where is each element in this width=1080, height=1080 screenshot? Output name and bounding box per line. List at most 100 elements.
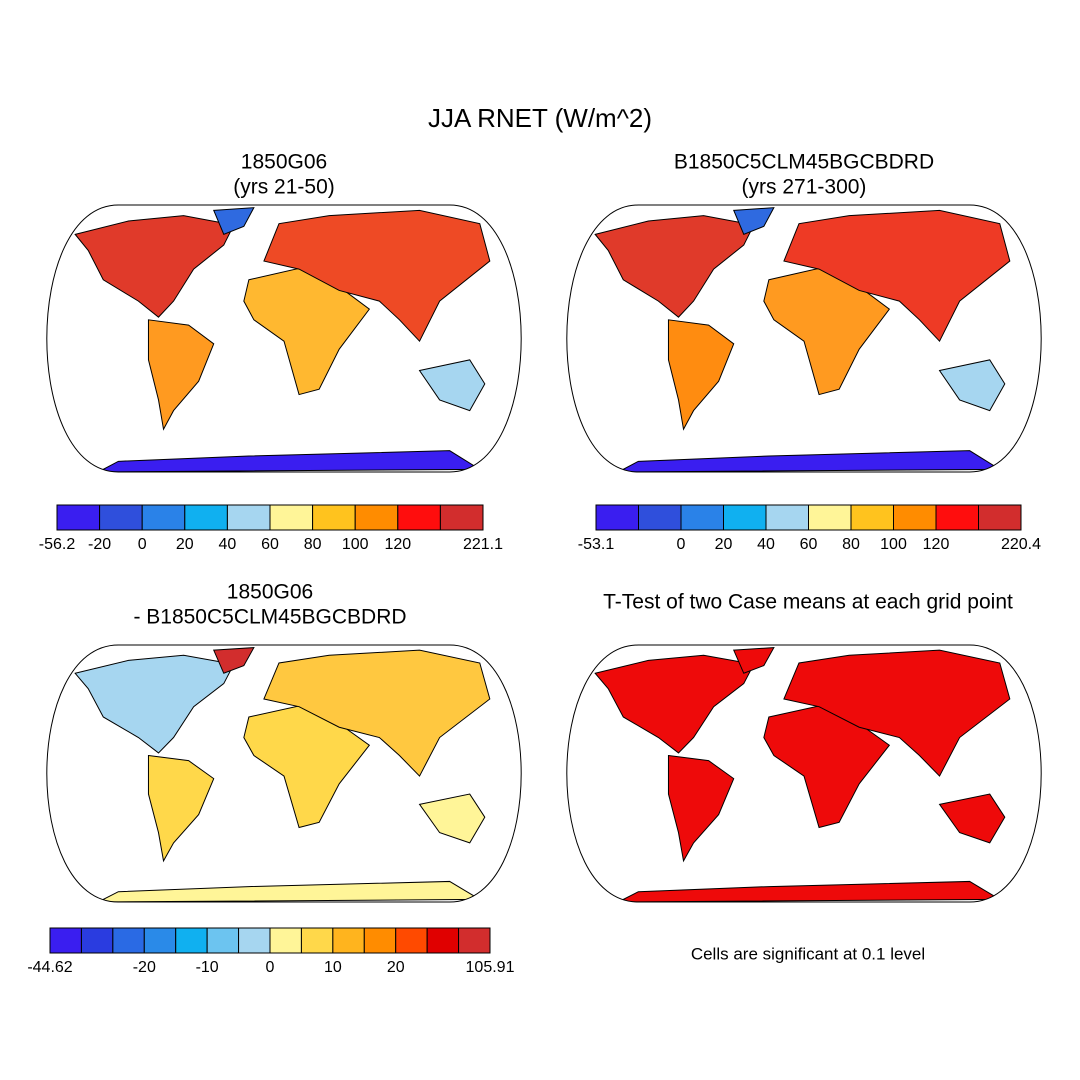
panel: B1850C5CLM45BGCBDRD(yrs 271-300) -53.1 0 20… bbox=[566, 151, 1042, 553]
panel-title: T-Test of two Case means at each grid po… bbox=[603, 591, 1013, 614]
land-eu bbox=[263, 649, 491, 777]
panel-note: Cells are significant at 0.1 level bbox=[691, 944, 925, 963]
land-au bbox=[418, 793, 486, 844]
land-na bbox=[74, 215, 235, 318]
colorbar-label: 10 bbox=[324, 959, 342, 976]
panel-title: 1850G06 bbox=[227, 581, 313, 604]
colorbar-box bbox=[312, 504, 356, 531]
colorbar-label: 80 bbox=[304, 536, 322, 553]
land-sa bbox=[667, 754, 735, 863]
colorbar-label: 120 bbox=[384, 536, 411, 553]
colorbar-box bbox=[332, 927, 365, 954]
colorbar-label: 40 bbox=[219, 536, 237, 553]
panel: 1850G06- B1850C5CLM45BGCBDRD -44.62 -20 -10… bbox=[27, 581, 522, 976]
colorbar-box bbox=[978, 504, 1022, 531]
panel-title: 1850G06 bbox=[241, 151, 327, 174]
colorbar-box bbox=[300, 927, 334, 954]
colorbar-box bbox=[363, 927, 397, 954]
land-sa bbox=[147, 319, 215, 431]
land-na bbox=[74, 654, 235, 754]
colorbar-label: 0 bbox=[266, 959, 275, 976]
land-eu bbox=[263, 209, 491, 343]
map bbox=[594, 207, 1011, 472]
colorbar-label: -56.2 bbox=[39, 536, 76, 553]
land-sa bbox=[667, 319, 735, 431]
colorbar-box bbox=[226, 504, 271, 531]
land-an bbox=[98, 450, 482, 472]
colorbar-box bbox=[397, 504, 441, 531]
colorbar-box bbox=[49, 927, 82, 954]
land-gl bbox=[212, 207, 255, 236]
colorbar-label: -20 bbox=[133, 959, 156, 976]
colorbar-box bbox=[184, 504, 228, 531]
colorbar-label: 20 bbox=[176, 536, 194, 553]
panel-title: - B1850C5CLM45BGCBDRD bbox=[133, 606, 406, 629]
colorbar-box bbox=[595, 504, 639, 531]
land-na bbox=[594, 654, 755, 754]
map-outline bbox=[46, 644, 522, 903]
colorbar-box bbox=[141, 504, 186, 531]
land-au bbox=[938, 793, 1006, 844]
colorbar-box bbox=[935, 504, 979, 531]
colorbar-box bbox=[395, 927, 428, 954]
land-eu bbox=[783, 209, 1011, 343]
land-gl bbox=[732, 647, 775, 674]
colorbar-label: 0 bbox=[677, 536, 686, 553]
colorbar-box bbox=[808, 504, 852, 531]
colorbar-label: 100 bbox=[342, 536, 369, 553]
panel: T-Test of two Case means at each grid po… bbox=[566, 591, 1042, 963]
colorbar-label: 0 bbox=[138, 536, 147, 553]
land-sa bbox=[147, 754, 215, 863]
colorbar-box bbox=[680, 504, 724, 531]
colorbar-box bbox=[269, 504, 314, 531]
colorbar-box bbox=[426, 927, 460, 954]
colorbar-label: 220.4 bbox=[1001, 536, 1041, 553]
colorbar-label: -53.1 bbox=[578, 536, 615, 553]
land-an bbox=[618, 880, 1002, 902]
colorbar-box bbox=[354, 504, 399, 531]
panel-title: (yrs 271-300) bbox=[742, 176, 867, 199]
map-outline bbox=[566, 204, 1042, 473]
map-outline bbox=[566, 644, 1042, 903]
colorbar-label: -44.62 bbox=[27, 959, 72, 976]
colorbar-box bbox=[723, 504, 767, 531]
colorbar-box bbox=[439, 504, 484, 531]
land-au bbox=[938, 359, 1006, 412]
colorbar-box bbox=[112, 927, 145, 954]
panel-title: B1850C5CLM45BGCBDRD bbox=[674, 151, 934, 174]
colorbar-label: 20 bbox=[387, 959, 405, 976]
panel-title: (yrs 21-50) bbox=[233, 176, 335, 199]
land-eu bbox=[783, 649, 1011, 777]
colorbar-box bbox=[458, 927, 491, 954]
colorbar-box bbox=[238, 927, 271, 954]
colorbar-label: -10 bbox=[196, 959, 219, 976]
land-an bbox=[618, 450, 1002, 472]
colorbar-box bbox=[80, 927, 114, 954]
colorbar-box bbox=[206, 927, 240, 954]
colorbar-box bbox=[269, 927, 302, 954]
colorbar-label: 20 bbox=[715, 536, 733, 553]
land-gl bbox=[732, 207, 775, 236]
colorbar-label: -20 bbox=[88, 536, 111, 553]
colorbar-label: 120 bbox=[923, 536, 950, 553]
map bbox=[594, 647, 1011, 902]
map bbox=[74, 207, 491, 472]
colorbar-box bbox=[638, 504, 682, 531]
colorbar-label: 60 bbox=[800, 536, 818, 553]
colorbar-box bbox=[56, 504, 101, 531]
colorbar-box bbox=[893, 504, 937, 531]
map-outline bbox=[46, 204, 522, 473]
map bbox=[74, 647, 491, 902]
colorbar-box bbox=[765, 504, 809, 531]
land-gl bbox=[212, 647, 255, 674]
land-na bbox=[594, 215, 755, 318]
land-au bbox=[418, 359, 486, 412]
land-an bbox=[98, 880, 482, 902]
panel: 1850G06(yrs 21-50) -56.2 -20 0 20 40 60 80 100 12… bbox=[39, 151, 522, 553]
colorbar-box bbox=[850, 504, 894, 531]
colorbar-label: 221.1 bbox=[463, 536, 503, 553]
figure-title: JJA RNET (W/m^2) bbox=[428, 103, 652, 133]
colorbar-box bbox=[175, 927, 208, 954]
